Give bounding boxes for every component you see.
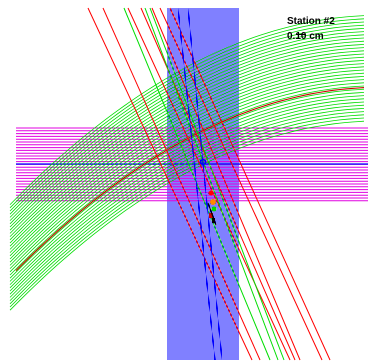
diagonal-track xyxy=(177,7,216,361)
curved-strip xyxy=(9,31,365,221)
scale-label: 0.10 cm xyxy=(287,31,324,42)
hit-marker xyxy=(199,158,207,166)
curved-strip xyxy=(9,114,365,305)
curved-strip xyxy=(9,50,365,241)
curved-strip xyxy=(9,72,365,263)
curved-track-band xyxy=(9,15,365,311)
station-title: Station #2 xyxy=(287,16,335,27)
curved-strip xyxy=(9,101,365,292)
hit-markers xyxy=(199,158,217,226)
curved-strip xyxy=(9,79,365,269)
hit-marker xyxy=(208,190,214,196)
curved-strip xyxy=(9,82,365,273)
diagonal-tracks xyxy=(87,7,331,361)
diagonal-track xyxy=(169,7,331,361)
curved-strip xyxy=(9,98,365,289)
diagonal-track xyxy=(144,7,279,361)
diagonal-track xyxy=(151,7,301,361)
curved-strip xyxy=(9,18,365,209)
diagonal-track xyxy=(127,7,291,361)
curved-strip xyxy=(9,47,365,237)
diagonal-track xyxy=(102,7,261,361)
curved-strip xyxy=(9,24,365,215)
curved-strip xyxy=(9,63,365,253)
hit-marker xyxy=(212,218,215,223)
curved-strip xyxy=(9,34,365,225)
curved-strip xyxy=(9,21,365,212)
curved-strip xyxy=(9,104,365,295)
curved-strip xyxy=(9,117,365,308)
diagonal-track xyxy=(159,7,323,361)
diagonal-track xyxy=(149,7,285,361)
hit-marker xyxy=(211,206,217,212)
curved-strip xyxy=(9,111,365,301)
diagonal-track xyxy=(87,7,253,361)
curved-strip xyxy=(9,95,365,285)
scale-bar-overline xyxy=(296,34,305,35)
curved-strip xyxy=(9,76,365,266)
curved-strip xyxy=(9,28,365,218)
curved-strip xyxy=(9,120,365,311)
hit-marker xyxy=(210,199,216,205)
hit-cluster-line xyxy=(207,202,217,226)
curved-strip xyxy=(9,92,365,282)
hit-marker xyxy=(209,213,213,218)
diagonal-track xyxy=(187,7,223,361)
curved-track xyxy=(15,87,365,271)
curved-strip xyxy=(9,88,365,279)
curved-strip xyxy=(9,60,365,250)
curved-strip xyxy=(9,56,365,247)
curved-strip xyxy=(9,69,365,260)
